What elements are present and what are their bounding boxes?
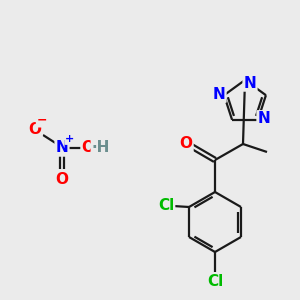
Text: −: − — [37, 113, 47, 127]
Text: +: + — [65, 134, 75, 144]
Text: N: N — [56, 140, 68, 155]
Text: O: O — [179, 136, 193, 152]
Text: Cl: Cl — [158, 197, 174, 212]
Text: ·H: ·H — [92, 140, 110, 155]
Text: N: N — [258, 111, 270, 126]
Text: O: O — [56, 172, 68, 187]
Text: Cl: Cl — [207, 274, 223, 289]
Text: N: N — [213, 87, 226, 102]
Text: O: O — [28, 122, 41, 136]
Text: O: O — [82, 140, 94, 155]
Text: N: N — [244, 76, 256, 91]
